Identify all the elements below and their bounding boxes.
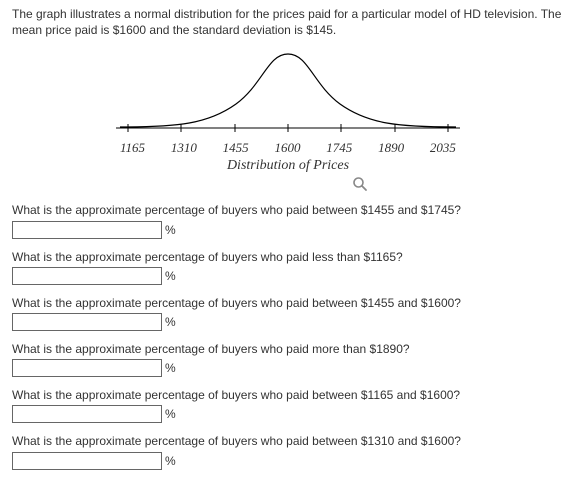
intro-text: The graph illustrates a normal distribut… [12,6,564,38]
question-2: What is the approximate percentage of bu… [12,249,564,285]
distribution-chart: 1165 1310 1455 1600 1745 1890 2035 Distr… [108,46,468,192]
question-1: What is the approximate percentage of bu… [12,202,564,238]
percent-unit: % [162,452,176,470]
percent-unit: % [162,359,176,377]
tick-label: 1600 [274,140,300,156]
answer-input-1[interactable] [12,221,162,239]
question-text: What is the approximate percentage of bu… [12,433,564,449]
percent-unit: % [162,267,176,285]
tick-label: 1455 [223,140,249,156]
chart-caption: Distribution of Prices [108,158,468,174]
percent-unit: % [162,313,176,331]
tick-label: 2035 [430,140,456,156]
magnifier-icon[interactable] [352,176,368,192]
question-text: What is the approximate percentage of bu… [12,249,564,265]
tick-label: 1165 [120,140,145,156]
question-6: What is the approximate percentage of bu… [12,433,564,469]
question-4: What is the approximate percentage of bu… [12,341,564,377]
answer-input-2[interactable] [12,267,162,285]
percent-unit: % [162,405,176,423]
tick-label: 1890 [378,140,404,156]
question-text: What is the approximate percentage of bu… [12,202,564,218]
normal-curve-svg [108,46,468,138]
question-text: What is the approximate percentage of bu… [12,295,564,311]
question-5: What is the approximate percentage of bu… [12,387,564,423]
tick-label: 1745 [326,140,352,156]
answer-input-6[interactable] [12,452,162,470]
tick-label: 1310 [171,140,197,156]
answer-input-3[interactable] [12,313,162,331]
bell-curve [120,54,456,127]
answer-input-4[interactable] [12,359,162,377]
answer-input-5[interactable] [12,405,162,423]
percent-unit: % [162,221,176,239]
question-3: What is the approximate percentage of bu… [12,295,564,331]
question-text: What is the approximate percentage of bu… [12,387,564,403]
question-text: What is the approximate percentage of bu… [12,341,564,357]
x-axis-labels: 1165 1310 1455 1600 1745 1890 2035 [116,140,460,156]
